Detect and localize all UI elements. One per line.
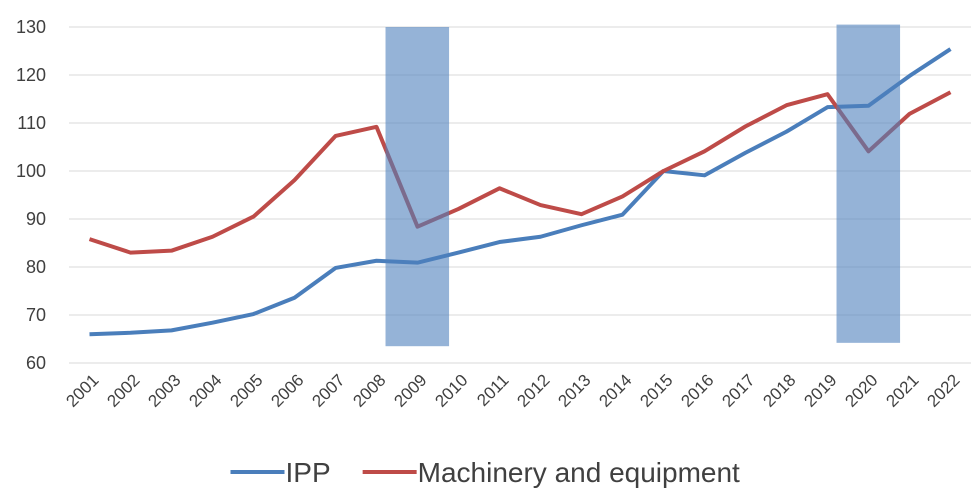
x-tick-label: 2017: [718, 371, 758, 411]
x-tick-label: 2001: [62, 371, 102, 411]
x-tick-label: 2007: [308, 371, 348, 411]
x-tick-label: 2008: [349, 371, 389, 411]
data-line: [88, 90, 952, 255]
x-tick-label: 2012: [513, 371, 553, 411]
y-tick-label: 60: [26, 353, 46, 373]
legend-label: Machinery and equipment: [418, 457, 740, 488]
x-tick-label: 2005: [226, 371, 266, 411]
x-tick-label: 2003: [144, 371, 184, 411]
x-tick-label: 2021: [882, 371, 922, 411]
x-tick-label: 2015: [636, 371, 676, 411]
x-tick-label: 2009: [390, 371, 430, 411]
x-tick-label: 2010: [431, 371, 471, 411]
legend-label: IPP: [286, 457, 331, 488]
x-tick-label: 2014: [595, 371, 635, 411]
y-tick-label: 120: [16, 65, 46, 85]
x-tick-label: 2016: [677, 371, 717, 411]
x-tick-label: 2018: [759, 371, 799, 411]
y-tick-label: 130: [16, 17, 46, 37]
shaded-band: [836, 24, 901, 343]
x-tick-label: 2013: [554, 371, 594, 411]
x-tick-label: 2006: [267, 371, 307, 411]
x-tick-label: 2011: [473, 371, 512, 410]
x-tick-label: 2002: [103, 371, 143, 411]
y-tick-label: 100: [16, 161, 46, 181]
y-tick-label: 90: [26, 209, 46, 229]
x-tick-label: 2022: [923, 371, 963, 411]
y-tick-label: 70: [26, 305, 46, 325]
x-tick-label: 2020: [841, 371, 881, 411]
shaded-band: [385, 27, 450, 347]
data-line: [89, 47, 952, 337]
x-tick-label: 2019: [800, 371, 840, 411]
x-tick-label: 2004: [185, 371, 225, 411]
y-tick-label: 110: [17, 113, 46, 133]
y-tick-label: 80: [26, 257, 46, 277]
